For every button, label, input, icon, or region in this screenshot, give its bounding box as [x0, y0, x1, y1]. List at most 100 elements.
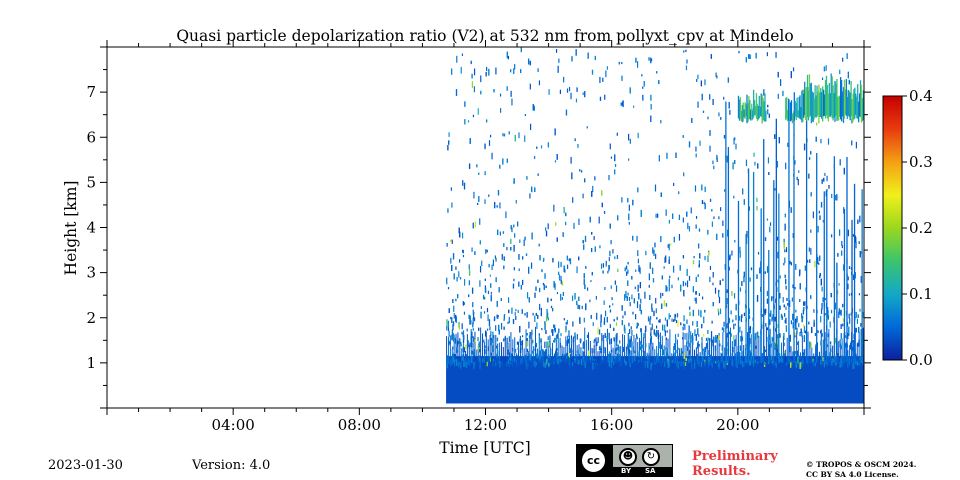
- heatmap-cell: [660, 119, 662, 124]
- heatmap-cell: [594, 338, 596, 342]
- heatmap-cell: [497, 229, 499, 235]
- heatmap-cell: [681, 351, 684, 354]
- heatmap-cell: [596, 341, 598, 347]
- heatmap-cell: [471, 356, 473, 364]
- heatmap-cell: [786, 337, 788, 363]
- heatmap-cell: [756, 274, 758, 279]
- heatmap-cell: [484, 199, 486, 204]
- heatmap-cell: [591, 355, 594, 361]
- heatmap-cell: [720, 207, 722, 212]
- heatmap-cell: [615, 322, 618, 326]
- heatmap-cell: [683, 290, 685, 297]
- heatmap-cell: [501, 360, 503, 365]
- heatmap-cell: [552, 257, 554, 263]
- heatmap-cell: [480, 90, 482, 95]
- heatmap-cell: [789, 300, 791, 307]
- heatmap-cell: [741, 281, 743, 287]
- heatmap-cell: [712, 99, 714, 105]
- heatmap-cell: [735, 143, 737, 150]
- heatmap-cell: [826, 175, 828, 182]
- heatmap-cell: [673, 265, 675, 273]
- heatmap-cell: [462, 301, 465, 306]
- heatmap-cell: [809, 259, 811, 263]
- heatmap-cell: [524, 313, 526, 316]
- heatmap-cell: [597, 337, 599, 343]
- heatmap-cell: [604, 94, 606, 100]
- heatmap-cell: [579, 318, 581, 324]
- heatmap-cell: [768, 113, 770, 118]
- heatmap-cell: [604, 333, 606, 338]
- heatmap-cell: [839, 310, 841, 315]
- heatmap-cell: [534, 344, 537, 351]
- heatmap-cell: [852, 342, 854, 363]
- heatmap-cell: [744, 102, 746, 119]
- heatmap-cell: [675, 320, 678, 324]
- heatmap-cell: [847, 283, 849, 290]
- heatmap-cell: [752, 360, 755, 367]
- heatmap-cell: [721, 353, 723, 356]
- heatmap-cell: [782, 90, 784, 97]
- heatmap-cell: [446, 243, 448, 247]
- heatmap-cell: [648, 57, 650, 61]
- heatmap-cell: [614, 354, 616, 359]
- heatmap-cell: [755, 345, 757, 349]
- heatmap-cell: [562, 232, 564, 237]
- heatmap-cell: [465, 354, 468, 359]
- heatmap-cell: [690, 357, 692, 362]
- heatmap-cell: [528, 353, 531, 361]
- heatmap-cell: [607, 270, 609, 274]
- heatmap-cell: [750, 352, 752, 357]
- heatmap-cell: [634, 286, 636, 290]
- heatmap-cell: [447, 144, 449, 151]
- heatmap-cell: [519, 338, 521, 343]
- heatmap-cell: [483, 339, 485, 343]
- heatmap-cell: [795, 323, 797, 330]
- heatmap-cell: [730, 359, 733, 363]
- heatmap-cell: [848, 313, 850, 319]
- heatmap-cell: [801, 361, 803, 368]
- heatmap-cell: [694, 298, 696, 302]
- heatmap-cell: [447, 336, 449, 363]
- heatmap-cell: [533, 346, 535, 363]
- heatmap-cell: [471, 81, 473, 88]
- heatmap-cell: [611, 357, 613, 364]
- heatmap-cell: [588, 350, 590, 356]
- heatmap-cell: [704, 309, 706, 313]
- heatmap-cell: [719, 343, 721, 347]
- heatmap-cell: [527, 351, 529, 358]
- heatmap-cell: [581, 305, 583, 310]
- heatmap-cell: [718, 112, 720, 117]
- heatmap-cell: [477, 108, 479, 115]
- heatmap-cell: [741, 314, 743, 318]
- heatmap-cell: [603, 211, 606, 214]
- heatmap-cell: [608, 351, 610, 363]
- heatmap-cell: [499, 361, 501, 368]
- heatmap-cell: [742, 350, 744, 358]
- heatmap-cell: [546, 341, 548, 363]
- heatmap-cell: [558, 274, 561, 281]
- heatmap-cell: [685, 342, 688, 347]
- heatmap-cell: [486, 66, 488, 71]
- heatmap-cell: [462, 338, 465, 343]
- heatmap-cell: [574, 358, 576, 363]
- heatmap-cell: [637, 323, 639, 326]
- heatmap-cell: [454, 358, 456, 362]
- heatmap-cell: [462, 180, 464, 186]
- heatmap-cell: [636, 326, 638, 329]
- heatmap-cell: [675, 334, 677, 363]
- heatmap-cell: [500, 342, 502, 363]
- heatmap-cell: [472, 302, 474, 308]
- heatmap-cell: [451, 349, 453, 363]
- heatmap-cell: [775, 118, 777, 363]
- heatmap-cell: [766, 266, 769, 273]
- heatmap-cell: [646, 360, 649, 366]
- heatmap-cell: [509, 361, 511, 365]
- heatmap-cell: [743, 312, 746, 317]
- license-badge[interactable]: cc ☻ ↻ BY SA: [576, 444, 673, 477]
- heatmap-cell: [763, 139, 765, 363]
- heatmap-cell: [589, 216, 591, 223]
- heatmap-cell: [663, 345, 665, 363]
- heatmap-cell: [489, 134, 492, 138]
- heatmap-cell: [794, 100, 796, 117]
- heatmap-cell: [574, 293, 576, 300]
